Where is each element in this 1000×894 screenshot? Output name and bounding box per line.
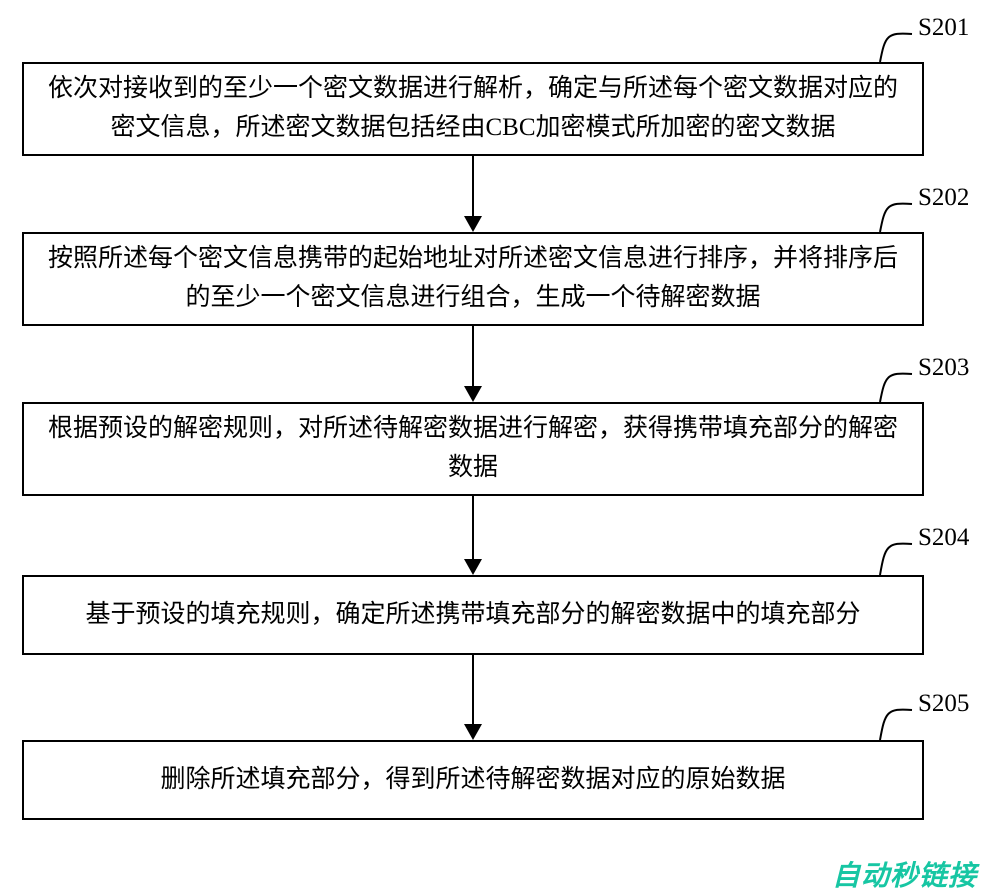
- arrow-head-icon: [464, 724, 482, 740]
- callout-line: [850, 194, 922, 242]
- watermark-text: 自动秒链接: [832, 854, 977, 894]
- arrow-head-icon: [464, 216, 482, 232]
- flow-step-text: 基于预设的填充规则，确定所述携带填充部分的解密数据中的填充部分: [85, 596, 860, 635]
- callout-line: [850, 364, 922, 412]
- flow-step-text: 按照所述每个密文信息携带的起始地址对所述密文信息进行排序，并将排序后的至少一个密…: [42, 240, 904, 318]
- flow-step-s202: 按照所述每个密文信息携带的起始地址对所述密文信息进行排序，并将排序后的至少一个密…: [22, 232, 924, 326]
- flow-arrow: [472, 156, 474, 216]
- callout-line: [850, 700, 922, 750]
- callout-line: [850, 24, 922, 72]
- flow-step-text: 删除所述填充部分，得到所述待解密数据对应的原始数据: [160, 761, 785, 800]
- flow-label-s201: S201: [918, 14, 969, 42]
- flow-step-s203: 根据预设的解密规则，对所述待解密数据进行解密，获得携带填充部分的解密数据: [22, 402, 924, 496]
- flow-step-text: 依次对接收到的至少一个密文数据进行解析，确定与所述每个密文数据对应的密文信息，所…: [42, 70, 904, 148]
- flow-step-s205: 删除所述填充部分，得到所述待解密数据对应的原始数据: [22, 740, 924, 820]
- flow-arrow: [472, 496, 474, 559]
- flow-arrow: [472, 326, 474, 386]
- flow-label-s203: S203: [918, 354, 969, 382]
- flow-step-s201: 依次对接收到的至少一个密文数据进行解析，确定与所述每个密文数据对应的密文信息，所…: [22, 62, 924, 156]
- flow-label-s202: S202: [918, 184, 969, 212]
- flow-arrow: [472, 655, 474, 724]
- flow-label-s204: S204: [918, 524, 969, 552]
- flow-step-s204: 基于预设的填充规则，确定所述携带填充部分的解密数据中的填充部分: [22, 575, 924, 655]
- callout-line: [850, 534, 922, 585]
- flow-step-text: 根据预设的解密规则，对所述待解密数据进行解密，获得携带填充部分的解密数据: [42, 410, 904, 488]
- arrow-head-icon: [464, 386, 482, 402]
- flow-label-s205: S205: [918, 690, 969, 718]
- arrow-head-icon: [464, 559, 482, 575]
